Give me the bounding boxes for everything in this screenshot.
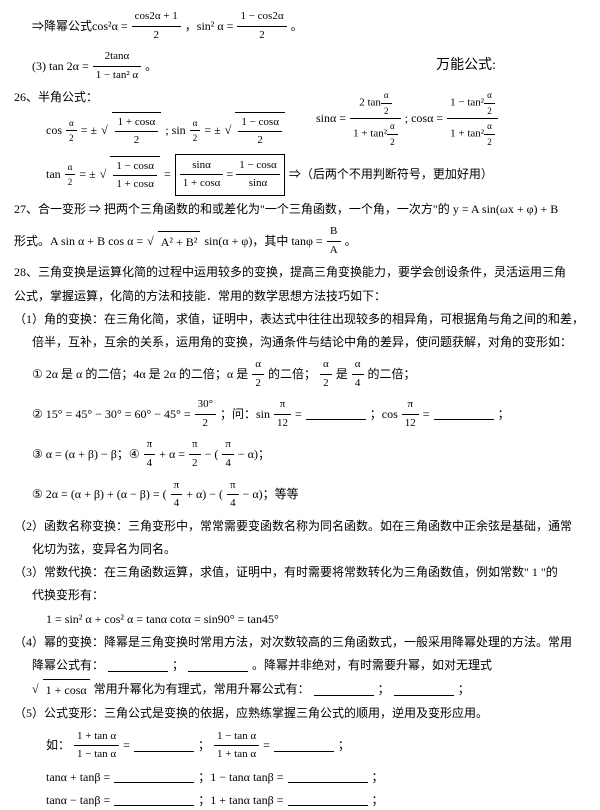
section-28-l1: 28、三角变换是运算化简的过程中运用较多的变换，提高三角变换能力，要学会创设条件… <box>14 263 586 282</box>
text: ，sin² α = <box>185 17 234 36</box>
half-angle-cos-sin: cos α2 = ± √ 1 + cosα2 ; sin α2 = ± √ 1 … <box>14 112 316 150</box>
sqrt-icon: √ <box>32 680 39 699</box>
sub3-eq: 1 = sin² α + cos² α = tanα cotα = sin90°… <box>14 610 586 629</box>
blank-input[interactable] <box>114 771 194 783</box>
power-reduction: ⇒降幂公式cos²α = cos2α + 1 2 ，sin² α = 1 − c… <box>14 8 586 44</box>
sub4-l1: （4）幂的变换：降幂是三角变换时常用方法，对次数较高的三角函数式，一般采用降幂处… <box>14 633 586 652</box>
frac: 2tanα 1 − tan² α <box>93 48 141 84</box>
section-27-line2: 形式。A sin α + B cos α = √A² + B² sin(α + … <box>14 223 586 259</box>
section-28-l2: 公式，掌握运算，化简的方法和技能．常用的数学思想方法技巧如下： <box>14 287 586 306</box>
text: ⇒降幂公式cos²α = <box>32 17 128 36</box>
sub3-l1: （3）常数代换：在三角函数运算，求值，证明中，有时需要将常数转化为三角函数值，例… <box>14 563 586 582</box>
half-angle-tan: tan α2 = ± √ 1 − cosα1 + cosα = sinα1 + … <box>14 154 586 196</box>
sub5-l1: （5）公式变形：三角公式是变换的依据，应熟练掌握三角公式的顺用，逆用及变形应用。 <box>14 704 586 723</box>
blank-input[interactable] <box>288 794 368 806</box>
sub1-item5: ⑤ 2α = (α + β) + (α − β) = ( π4 + α) − (… <box>14 477 586 513</box>
sub1-item1: ① 2α 是 α 的二倍；4α 是 2α 的二倍；α 是 α2 的二倍； α2 … <box>14 356 586 392</box>
sqrt-icon: √ <box>101 121 108 140</box>
sub3-l2: 代换变形有： <box>14 586 586 605</box>
blank-input[interactable] <box>274 740 334 752</box>
sub4-l2: 降幂公式有： ； 。降幂并非绝对，有时需要升幂，如对无理式 <box>14 656 586 675</box>
sub5-ex1: 如： 1 + tan α1 − tan α = ； 1 − tan α1 + t… <box>14 728 586 764</box>
blank-input[interactable] <box>314 684 374 696</box>
blank-input[interactable] <box>134 740 194 752</box>
text: 。 <box>145 57 157 76</box>
note: ⇒（后两个不用判断符号，更加好用） <box>289 165 493 184</box>
sub1-item2: ② 15° = 45° − 30° = 60° − 45° = 30°2 ；问：… <box>14 396 586 432</box>
sqrt-icon: √ <box>100 165 107 184</box>
boxed-formula: sinα1 + cosα = 1 − cosαsinα <box>175 154 285 196</box>
blank-input[interactable] <box>434 408 494 420</box>
sub5-ex3: tanα − tanβ = ；1 + tanα tanβ = ； <box>14 791 586 810</box>
sub1-l2: 倍半，互补，互余的关系，运用角的变换，沟通条件与结论中角的差异，使问题获解，对角… <box>14 333 586 352</box>
text: 。 <box>291 17 303 36</box>
frac: 1 − cos2α 2 <box>237 8 286 44</box>
text: 26、半角公式： <box>14 90 98 104</box>
row-3-and-wanneng: (3) tan 2α = 2tanα 1 − tan² α 。 万能公式: <box>14 48 586 84</box>
sqrt-icon: √ <box>225 121 232 140</box>
frac: 1 − tan²α2 1 + tan²α2 <box>447 88 498 149</box>
sqrt-icon: √ <box>147 232 154 251</box>
section-26-header: sinα = 2 tanα2 1 + tan²α2 ; cosα = 1 − t… <box>14 88 586 107</box>
sub2-l2: 化切为弦，变异名为同名。 <box>14 540 586 559</box>
blank-input[interactable] <box>306 408 366 420</box>
frac: 2 tanα2 1 + tan²α2 <box>350 88 401 149</box>
blank-input[interactable] <box>288 771 368 783</box>
text: (3) tan 2α = <box>14 57 89 76</box>
sub1-item34: ③ α = (α + β) − β；④ π4 + α = π2 − ( π4 −… <box>14 436 586 472</box>
sub1-l1: （1）角的变换：在三角化简，求值，证明中，表达式中往往出现较多的相异角，可根据角… <box>14 310 586 329</box>
frac: cos2α + 1 2 <box>132 8 181 44</box>
sub5-ex2: tanα + tanβ = ；1 − tanα tanβ = ； <box>14 768 586 787</box>
text: ; cosα = <box>405 109 443 128</box>
wanneng-formula: sinα = 2 tanα2 1 + tan²α2 ; cosα = 1 − t… <box>316 88 586 149</box>
sub2-l1: （2）函数名称变换：三角变形中，常常需要变函数名称为同名函数。如在三角函数中正余… <box>14 517 586 536</box>
sub4-l3: √1 + cosα 常用升幂化为有理式，常用升幂公式有： ； ； <box>14 679 586 700</box>
blank-input[interactable] <box>394 684 454 696</box>
blank-input[interactable] <box>114 794 194 806</box>
blank-input[interactable] <box>108 660 168 672</box>
blank-input[interactable] <box>188 660 248 672</box>
text: sinα = <box>316 109 346 128</box>
section-27: 27、合一变形 ⇒ 把两个三角函数的和或差化为"一个三角函数，一个角，一次方"的… <box>14 200 586 219</box>
wanneng-title: 万能公式: <box>436 55 496 77</box>
